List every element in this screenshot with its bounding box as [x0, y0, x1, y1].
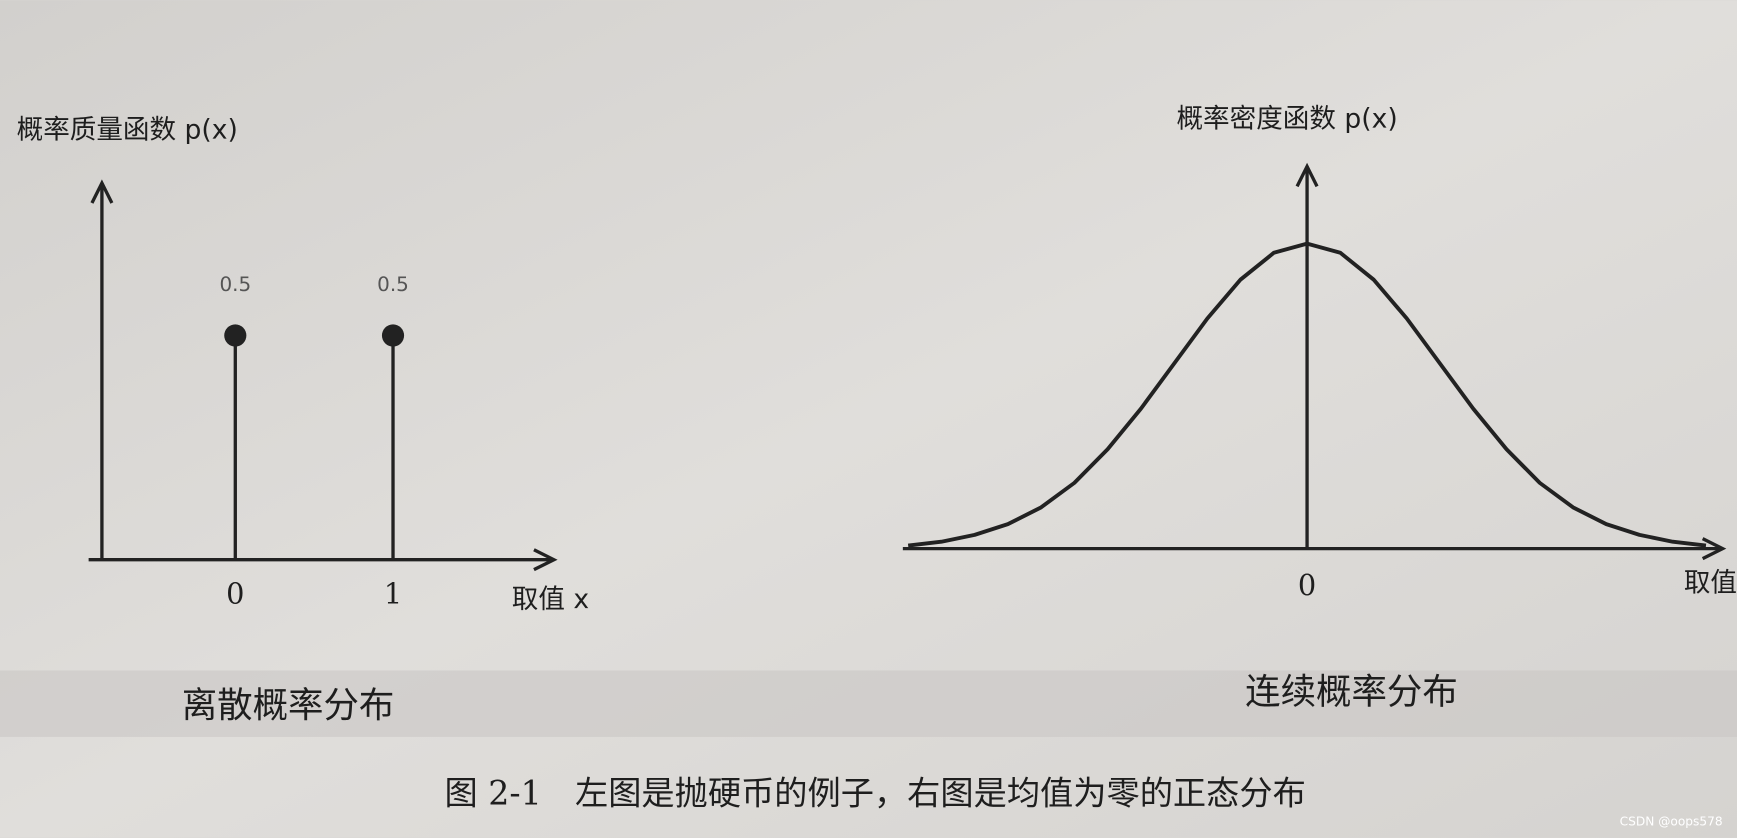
caption: 图 2-1 左图是抛硬币的例子，右图是均值为零的正态分布	[444, 774, 1305, 813]
x-axis-label: 取值 x	[512, 584, 589, 615]
chart-title: 连续概率分布	[1245, 672, 1458, 713]
watermark: CSDN @oops578	[1620, 815, 1723, 829]
stem-dot	[381, 324, 405, 347]
shadow-band	[0, 670, 1737, 737]
stem-dot	[224, 324, 247, 347]
value-label: 0.5	[219, 272, 251, 296]
x-tick-label: 0	[1298, 568, 1316, 602]
y-axis-label: 概率密度函数 p(x)	[1176, 103, 1397, 134]
x-axis-label: 取值	[1684, 568, 1737, 599]
axis-arrow	[533, 548, 558, 572]
value-label: 0.5	[377, 272, 409, 296]
axis-arrow	[90, 179, 114, 204]
axis-arrow	[1701, 537, 1727, 561]
density-curve	[907, 241, 1707, 548]
axis-arrow	[1295, 162, 1319, 188]
chart-title: 离散概率分布	[182, 685, 395, 726]
x-tick-label: 1	[384, 577, 402, 611]
x-tick-label: 0	[226, 577, 244, 611]
y-axis-label: 概率质量函数 p(x)	[17, 114, 238, 145]
